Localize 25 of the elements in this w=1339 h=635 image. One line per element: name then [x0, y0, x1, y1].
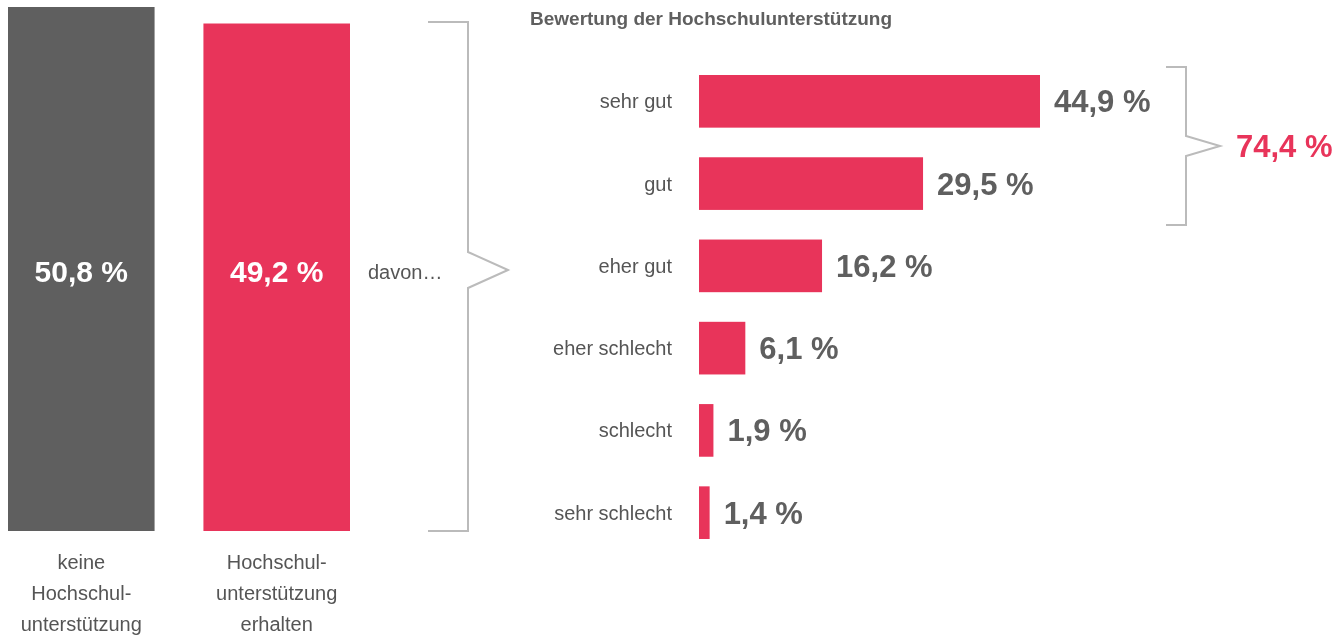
- chart-title: Bewertung der Hochschulunterstützung: [530, 8, 893, 29]
- x-tick-label: keine Hochschul-unterstützung: [20, 551, 142, 635]
- data-label: 1,9 %: [727, 413, 807, 449]
- y-tick-label: eher gut: [598, 254, 673, 277]
- bar: [699, 404, 714, 457]
- bar: [699, 75, 1040, 128]
- bar: [699, 157, 924, 210]
- data-label: 49,2 %: [230, 255, 324, 288]
- data-label: 1,4 %: [723, 495, 803, 531]
- data-label: 50,8 %: [34, 255, 128, 288]
- y-tick-label: schlecht: [598, 419, 673, 442]
- y-tick-label: sehr schlecht: [554, 501, 673, 524]
- data-label: 29,5 %: [937, 166, 1034, 202]
- bar: [699, 486, 710, 539]
- text: 74,4 %: [1236, 129, 1333, 164]
- y-tick-label: gut: [644, 172, 673, 195]
- data-label: 44,9 %: [1054, 84, 1151, 120]
- x-tick-label: Hochschul-unterstützung erhalten: [216, 551, 338, 635]
- bar: [699, 321, 746, 375]
- data-label: 16,2 %: [836, 248, 933, 284]
- data-label: 6,1 %: [759, 331, 839, 367]
- bar: [699, 239, 823, 293]
- annotation: davon…: [368, 261, 443, 283]
- y-tick-label: eher schlecht: [553, 337, 673, 360]
- y-tick-label: sehr gut: [599, 90, 673, 113]
